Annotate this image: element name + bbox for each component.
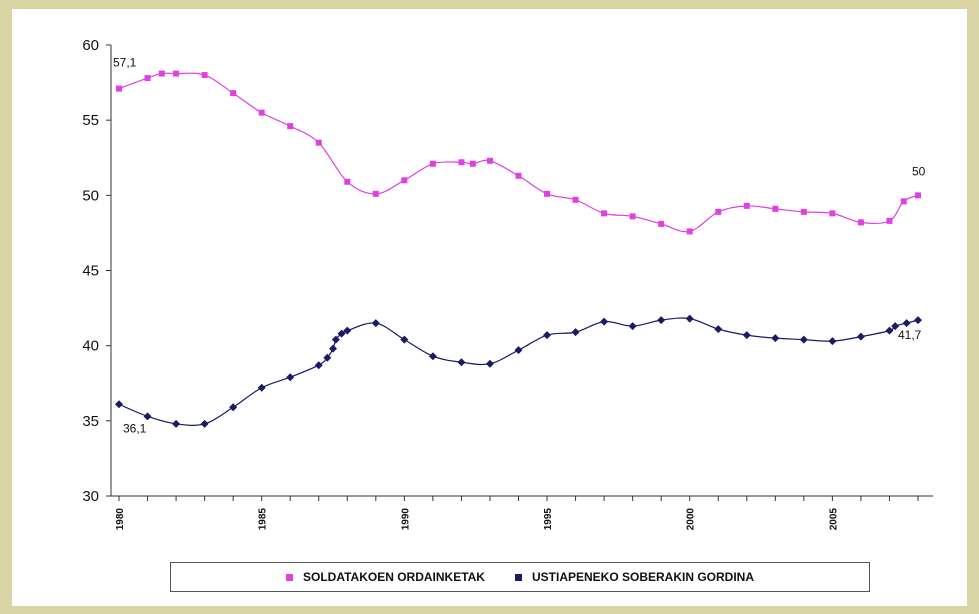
data-point-soldatakoen — [857, 219, 864, 226]
series-layer — [115, 70, 922, 428]
data-point-ustiapeneko — [329, 344, 338, 353]
data-point-ustiapeneko — [885, 326, 894, 335]
data-point-ustiapeneko — [257, 383, 266, 392]
data-point-soldatakoen — [772, 205, 779, 212]
data-point-soldatakoen — [743, 202, 750, 209]
data-point-soldatakoen — [601, 210, 608, 217]
data-point-soldatakoen — [829, 210, 836, 217]
plot-area — [111, 45, 933, 496]
data-point-ustiapeneko — [200, 419, 209, 428]
data-point-ustiapeneko — [902, 319, 911, 328]
y-tick-label: 55 — [82, 112, 99, 129]
data-point-ustiapeneko — [323, 353, 332, 362]
data-point-soldatakoen — [900, 198, 907, 205]
data-point-soldatakoen — [144, 75, 151, 82]
data-point-soldatakoen — [658, 220, 665, 227]
data-point-soldatakoen — [173, 70, 180, 77]
x-tick-label: 1985 — [258, 508, 269, 531]
data-point-ustiapeneko — [331, 335, 340, 344]
data-point-ustiapeneko — [229, 403, 238, 412]
data-point-soldatakoen — [629, 213, 636, 220]
y-tick-label: 35 — [82, 413, 99, 430]
data-point-ustiapeneko — [485, 359, 494, 368]
data-point-soldatakoen — [230, 90, 237, 97]
data-point-ustiapeneko — [771, 334, 780, 343]
legend-swatch-soldatakoen — [285, 573, 293, 581]
data-point-soldatakoen — [686, 228, 693, 235]
y-tick-label: 40 — [82, 338, 99, 355]
data-label-end-soldatakoen: 50 — [912, 164, 926, 178]
data-point-soldatakoen — [344, 178, 351, 185]
data-point-ustiapeneko — [172, 419, 181, 428]
x-axis-ticks: 1980 1985 1990 1995 2000 2005 — [115, 496, 919, 531]
data-point-soldatakoen — [515, 172, 522, 179]
data-point-ustiapeneko — [657, 316, 666, 325]
data-point-soldatakoen — [915, 192, 921, 199]
legend-entry-soldatakoen: SOLDATAKOEN ORDAINKETAK — [285, 570, 485, 584]
legend-label-ustiapeneko: USTIAPENEKO SOBERAKIN GORDINA — [531, 570, 755, 584]
x-tick-label: 2000 — [686, 508, 697, 531]
data-point-ustiapeneko — [400, 335, 409, 344]
data-point-ustiapeneko — [514, 346, 523, 355]
data-point-soldatakoen — [469, 160, 476, 167]
data-point-ustiapeneko — [891, 322, 900, 331]
data-point-ustiapeneko — [799, 335, 808, 344]
data-point-ustiapeneko — [115, 400, 123, 409]
data-point-ustiapeneko — [628, 322, 637, 331]
data-point-ustiapeneko — [337, 329, 346, 338]
x-tick-label: 2005 — [828, 508, 839, 531]
data-point-ustiapeneko — [428, 352, 437, 361]
data-point-soldatakoen — [372, 190, 379, 197]
data-label-start-ustiapeneko: 36,1 — [123, 421, 147, 435]
y-tick-label: 45 — [82, 263, 99, 280]
data-point-soldatakoen — [458, 159, 465, 166]
data-point-soldatakoen — [401, 177, 408, 184]
data-point-soldatakoen — [258, 109, 265, 116]
data-point-ustiapeneko — [457, 358, 466, 367]
chart-legend: SOLDATAKOEN ORDAINKETAK USTIAPENEKO SOBE… — [170, 562, 870, 592]
data-point-soldatakoen — [158, 70, 165, 77]
data-point-ustiapeneko — [143, 412, 152, 421]
data-point-ustiapeneko — [371, 319, 380, 328]
data-label-end-ustiapeneko: 41,7 — [898, 328, 922, 342]
y-axis-ticks: 30 35 40 45 50 55 60 — [82, 37, 111, 505]
data-point-ustiapeneko — [314, 361, 323, 370]
legend-swatch-ustiapeneko — [514, 573, 522, 581]
data-point-soldatakoen — [429, 160, 436, 167]
x-tick-label: 1995 — [543, 508, 554, 531]
legend-entry-ustiapeneko: USTIAPENEKO SOBERAKIN GORDINA — [514, 570, 755, 584]
data-point-ustiapeneko — [600, 317, 609, 326]
data-labels: 57,1 50 36,1 41,7 — [113, 56, 926, 436]
data-point-ustiapeneko — [828, 337, 837, 346]
data-point-ustiapeneko — [286, 373, 295, 382]
data-point-soldatakoen — [800, 208, 807, 215]
legend-label-soldatakoen: SOLDATAKOEN ORDAINKETAK — [302, 570, 485, 584]
data-point-ustiapeneko — [742, 331, 751, 340]
data-point-soldatakoen — [572, 196, 579, 203]
data-point-soldatakoen — [486, 157, 493, 164]
data-point-ustiapeneko — [543, 331, 552, 340]
y-tick-label: 30 — [82, 488, 99, 505]
data-point-ustiapeneko — [856, 332, 865, 341]
y-tick-label: 60 — [82, 37, 99, 54]
x-tick-label: 1990 — [400, 508, 411, 531]
data-point-soldatakoen — [116, 85, 122, 92]
data-point-soldatakoen — [201, 72, 208, 79]
data-point-soldatakoen — [315, 139, 322, 146]
data-point-soldatakoen — [886, 217, 893, 224]
data-point-soldatakoen — [715, 208, 722, 215]
data-point-ustiapeneko — [914, 316, 922, 325]
data-label-start-soldatakoen: 57,1 — [113, 56, 137, 70]
x-tick-label: 1980 — [115, 508, 126, 531]
data-point-soldatakoen — [287, 123, 294, 130]
data-point-ustiapeneko — [571, 328, 580, 337]
data-point-ustiapeneko — [685, 314, 694, 323]
data-point-ustiapeneko — [343, 326, 352, 335]
data-point-soldatakoen — [544, 190, 551, 197]
y-tick-label: 50 — [82, 187, 99, 204]
data-point-ustiapeneko — [714, 325, 723, 334]
